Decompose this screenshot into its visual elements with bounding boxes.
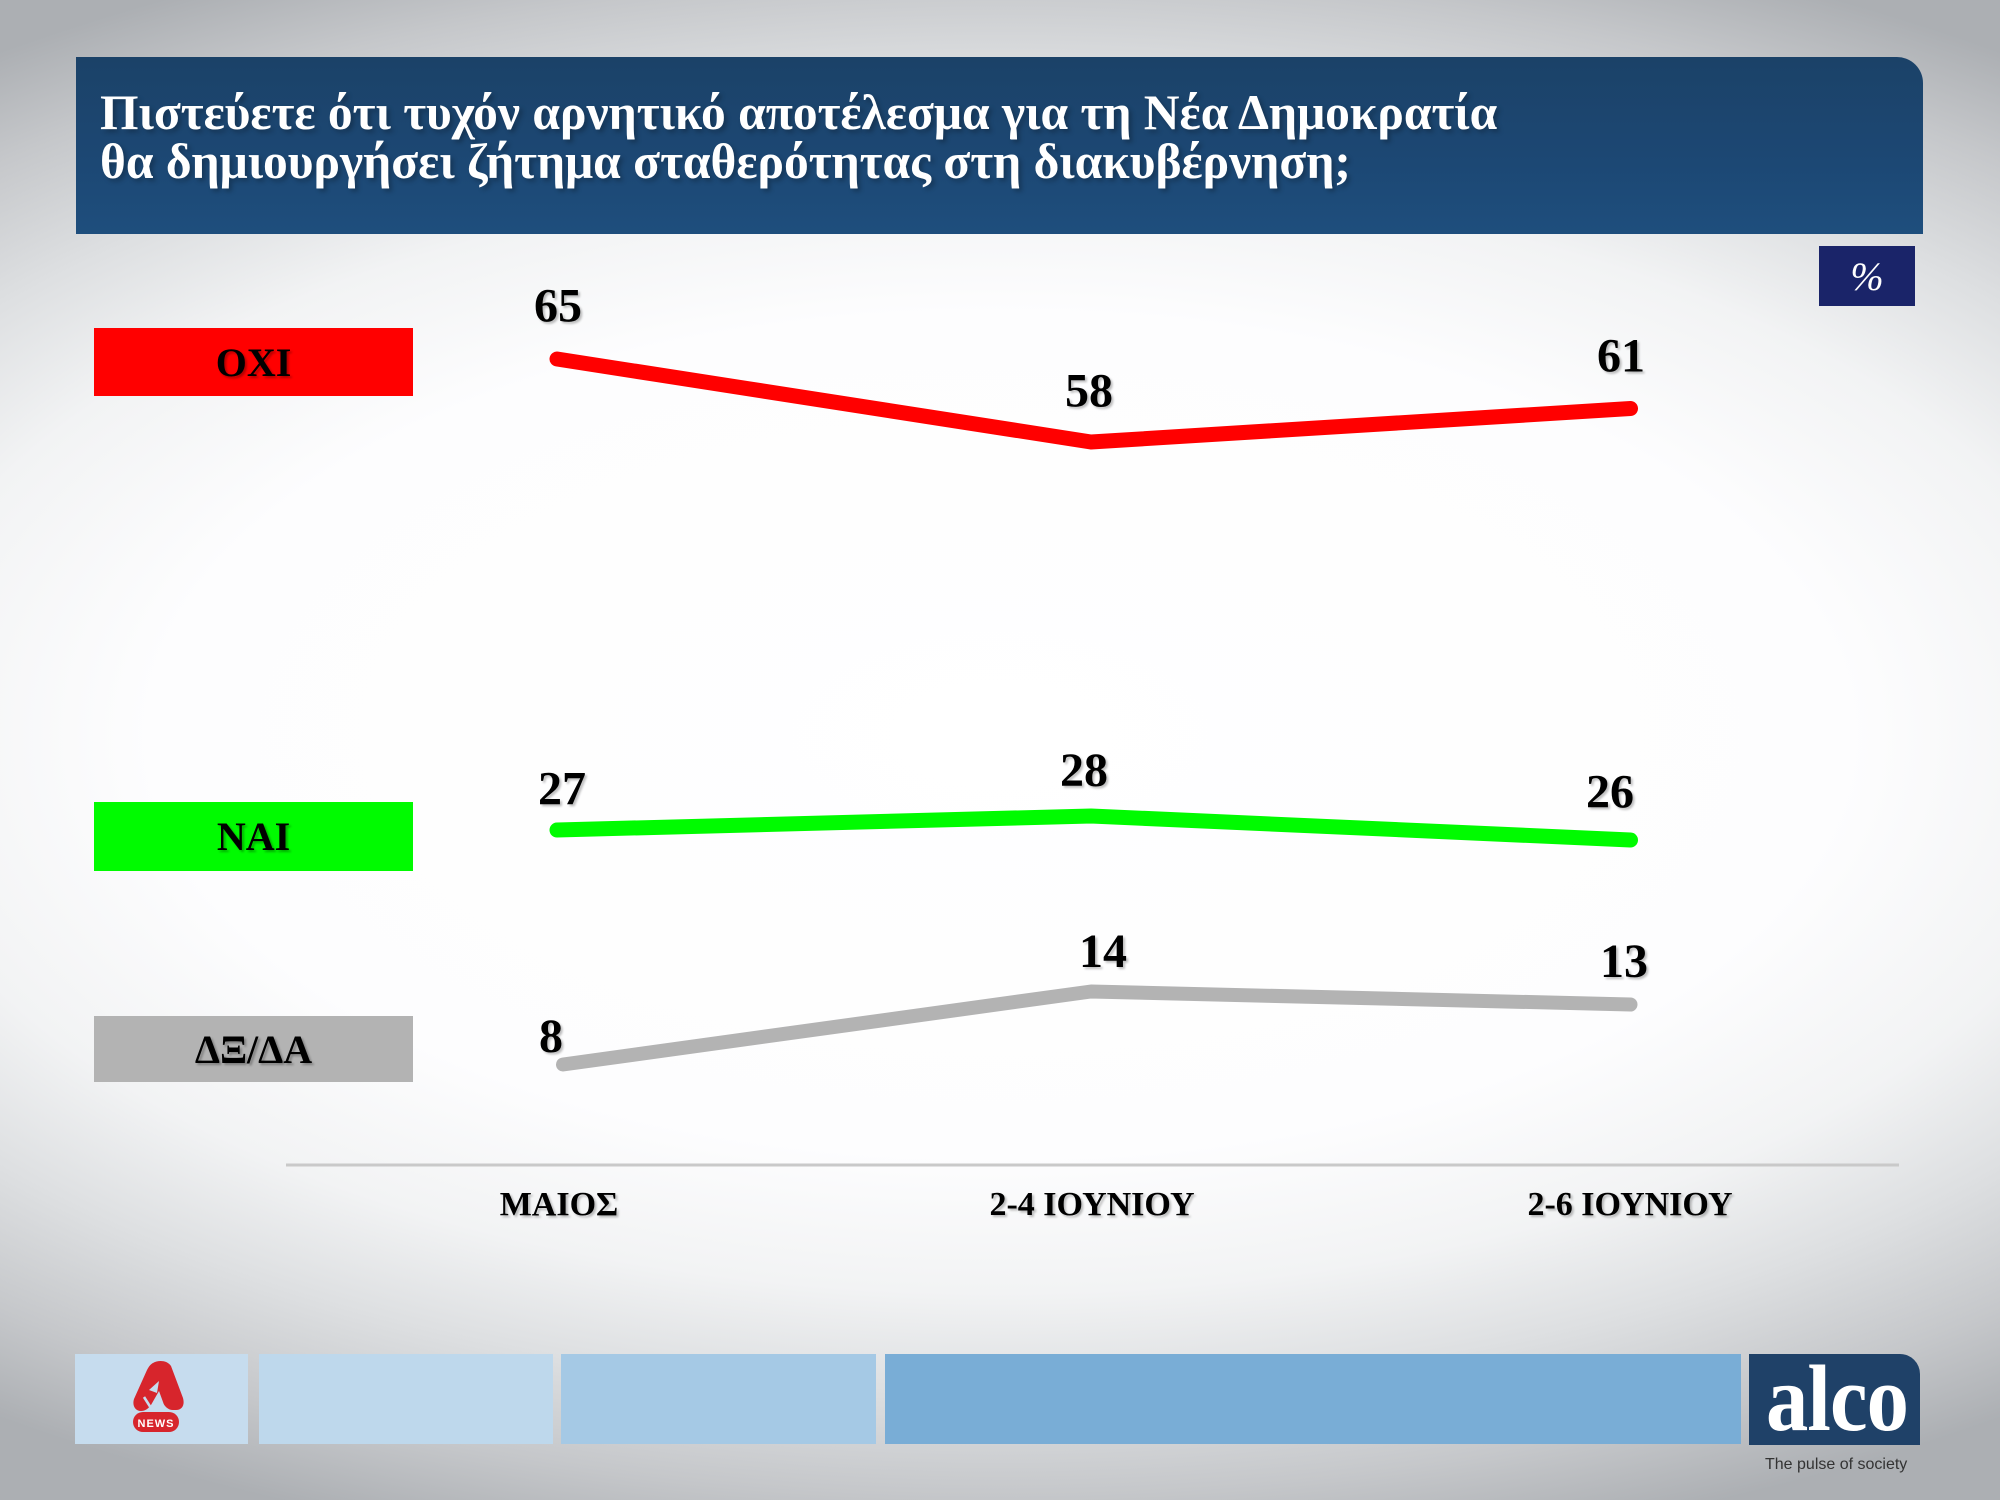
svg-text:65: 65 bbox=[534, 280, 582, 333]
svg-text:28: 28 bbox=[1060, 744, 1108, 797]
svg-text:2-6 ΙΟΥΝΙΟΥ: 2-6 ΙΟΥΝΙΟΥ bbox=[1527, 1186, 1732, 1223]
svg-text:13: 13 bbox=[1600, 935, 1648, 988]
svg-text:2-4 ΙΟΥΝΙΟΥ: 2-4 ΙΟΥΝΙΟΥ bbox=[989, 1186, 1194, 1223]
svg-text:ΜΑΙΟΣ: ΜΑΙΟΣ bbox=[500, 1186, 619, 1223]
svg-text:61: 61 bbox=[1597, 330, 1645, 383]
svg-text:26: 26 bbox=[1586, 766, 1634, 819]
svg-text:14: 14 bbox=[1079, 925, 1127, 978]
svg-text:27: 27 bbox=[538, 763, 586, 816]
svg-text:8: 8 bbox=[539, 1010, 563, 1063]
svg-text:58: 58 bbox=[1065, 365, 1113, 418]
svg-text:NEWS: NEWS bbox=[138, 1418, 175, 1430]
